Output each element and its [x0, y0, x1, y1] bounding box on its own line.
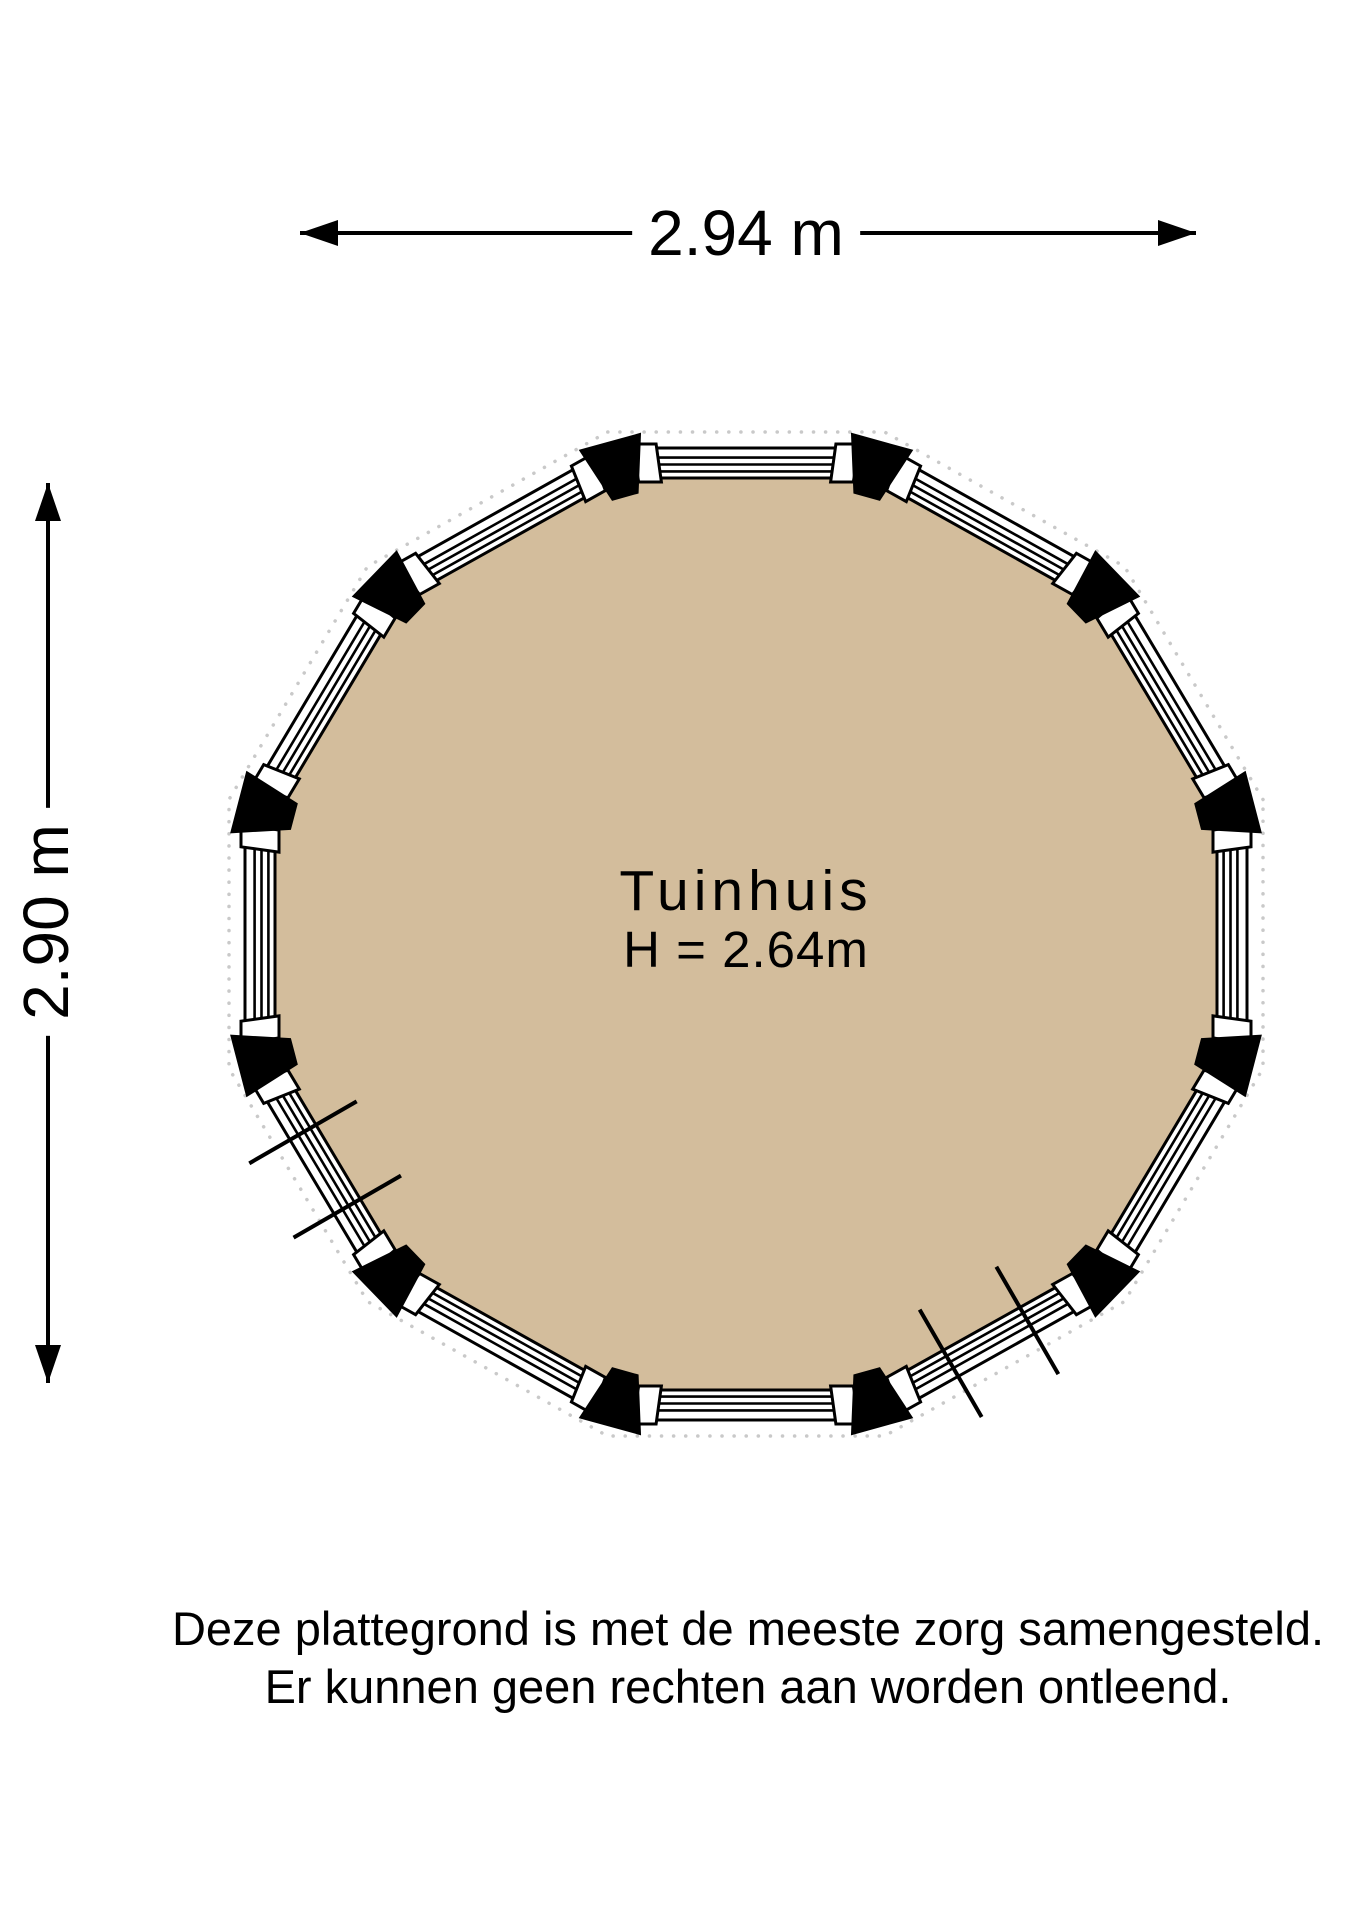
glazing-line: [288, 630, 377, 776]
glazing-line: [432, 490, 583, 577]
height-dim-arrow-bottom-icon: [35, 1345, 61, 1383]
corner-post: [1194, 770, 1262, 834]
corner-post: [1066, 1244, 1141, 1318]
glazing-line: [423, 477, 578, 566]
window-tick: [917, 1308, 984, 1419]
corner-post: [351, 550, 426, 624]
height-dim-arrow-top-icon: [35, 483, 61, 521]
glazing-line: [281, 1095, 372, 1243]
glazing-line: [1120, 1095, 1211, 1243]
glazing-line: [909, 490, 1060, 577]
room-name: Tuinhuis: [619, 859, 873, 924]
glazing-line: [423, 1302, 578, 1391]
glazing-line: [427, 1297, 580, 1384]
glazing-line: [1126, 1097, 1217, 1247]
glazing-line: [909, 1291, 1060, 1378]
window-tick: [248, 1099, 358, 1166]
width-dimension-label: 2.94 m: [632, 197, 860, 269]
corner-post: [1194, 1034, 1262, 1098]
width-dim-arrow-right-icon: [1158, 220, 1196, 246]
glazing-line: [914, 477, 1069, 566]
corner-post: [850, 1367, 914, 1436]
glazing-line: [1126, 621, 1217, 771]
corner-post: [230, 1034, 298, 1098]
glazing-line: [1115, 1092, 1204, 1238]
room-label: Tuinhuis H = 2.64m: [619, 859, 873, 978]
disclaimer-line-2: Er kunnen geen rechten aan worden ontlee…: [264, 1659, 1232, 1713]
room-height-value: H = 2.64m: [623, 920, 869, 978]
glazing-line: [275, 621, 366, 771]
corner-post: [351, 1244, 426, 1318]
disclaimer-line-1: Deze plattegrond is met de meeste zorg s…: [171, 1602, 1325, 1655]
corner-post: [1066, 550, 1141, 624]
glazing-line: [1120, 625, 1211, 773]
glazing-line: [914, 1302, 1069, 1391]
glazing-line: [432, 1291, 583, 1378]
glazing-line: [427, 484, 580, 571]
window-tick: [292, 1173, 402, 1240]
height-dimension-label: 2.90 m: [10, 808, 82, 1036]
roof-outline: [227, 430, 1265, 1438]
corner-post: [850, 432, 914, 501]
glazing-line: [281, 625, 372, 773]
corner-post: [230, 770, 298, 834]
glazing-line: [288, 1092, 377, 1238]
window-tick: [994, 1265, 1061, 1376]
corner-post: [578, 1367, 642, 1436]
glazing-line: [912, 484, 1065, 571]
glazing-line: [1115, 630, 1204, 776]
glazing-line: [275, 1097, 366, 1247]
disclaimer: Deze plattegrond is met de meeste zorg s…: [172, 1600, 1324, 1716]
width-dim-arrow-left-icon: [300, 220, 338, 246]
glazing-line: [912, 1297, 1065, 1384]
corner-post: [578, 432, 642, 501]
